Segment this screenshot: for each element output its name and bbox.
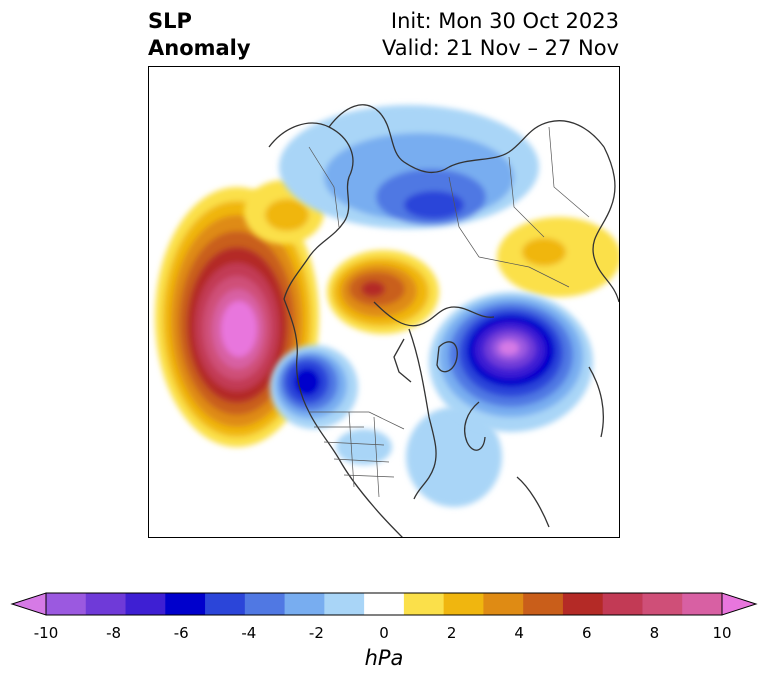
pacific-high [155, 187, 319, 447]
colorbar-tick-label: 4 [514, 624, 524, 642]
colorbar-tick-label: 8 [649, 624, 660, 642]
russia-low [279, 105, 539, 229]
colorbar-tick-label: -4 [241, 624, 257, 642]
colorbar-cell [205, 593, 246, 615]
asia-high [497, 217, 619, 297]
colorbar-tick-label: -2 [308, 624, 324, 642]
title-variable-line2: Anomaly [148, 36, 251, 60]
colorbar-cell [284, 593, 325, 615]
colorbar-unit: hPa [364, 646, 404, 670]
colorbar-tick-label: -10 [33, 624, 59, 642]
colorbar-extend-min [10, 592, 47, 616]
colorbar-tick-label: 2 [446, 624, 457, 642]
colorbar-tick-label: 0 [379, 624, 389, 642]
colorbar-cell [642, 593, 683, 615]
colorbar-cell [403, 593, 445, 615]
valid-range: Valid: 21 Nov – 27 Nov [382, 36, 619, 60]
anomaly-map [148, 66, 620, 538]
map-canvas [155, 104, 619, 537]
colorbar-cell [483, 593, 524, 615]
colorbar-cell [562, 593, 604, 615]
colorbar-cell [46, 593, 87, 615]
atlantic-low [429, 292, 593, 432]
colorbar-extend-max [721, 592, 758, 616]
colorbar [10, 592, 758, 616]
siberia-high [327, 250, 439, 334]
title-variable-line1: SLP [148, 9, 192, 33]
map-dates: Init: Mon 30 Oct 2023 Valid: 21 Nov – 27… [382, 8, 619, 62]
borders [308, 126, 590, 498]
colorbar-cell [682, 593, 723, 615]
colorbar-cell [364, 593, 405, 615]
map-title: SLP Anomaly [148, 8, 251, 62]
colorbar-cell [602, 593, 643, 615]
colorbar-tick-label: -6 [173, 624, 189, 642]
canada-low [270, 345, 358, 429]
colorbar-cell [523, 593, 564, 615]
colorbar-cell [165, 593, 206, 615]
colorbar-cell [244, 593, 286, 615]
init-date: Init: Mon 30 Oct 2023 [390, 9, 619, 33]
colorbar-cell [85, 593, 127, 615]
colorbar-tick-label: -8 [106, 624, 122, 642]
colorbar-cell [443, 593, 484, 615]
colorbar-outline [45, 592, 723, 616]
colorbar-cells [10, 592, 758, 616]
coastlines [268, 104, 619, 537]
atlantic-low-tail [336, 407, 502, 507]
colorbar-cell [324, 593, 365, 615]
colorbar-cell [125, 593, 166, 615]
colorbar-tick-label: 10 [712, 624, 732, 642]
colorbar-tick-label: 6 [582, 624, 592, 642]
